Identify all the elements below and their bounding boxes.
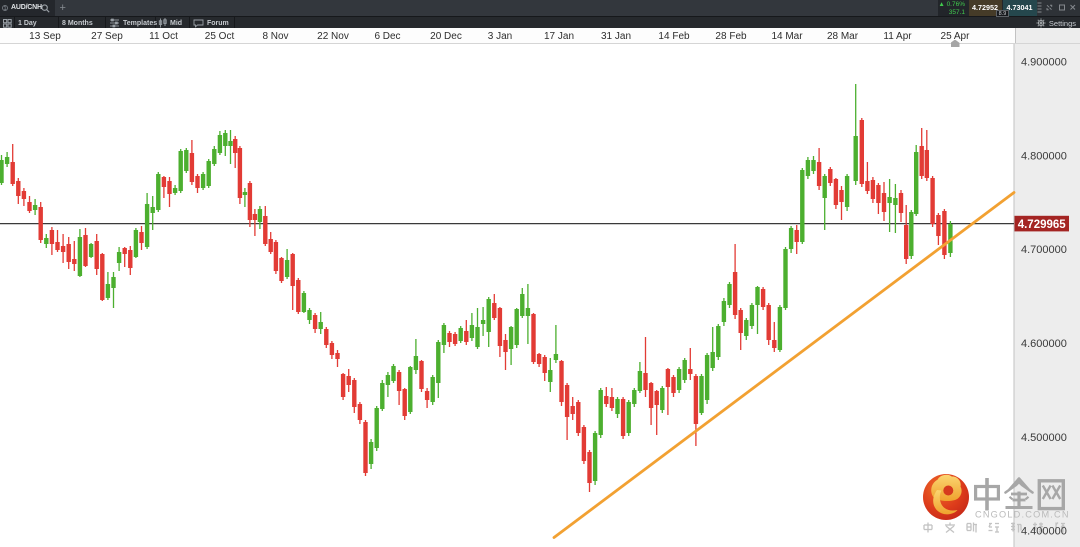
svg-text:4.729965: 4.729965 [1018, 219, 1067, 231]
svg-text:4.500000: 4.500000 [1021, 432, 1067, 444]
svg-text:4.900000: 4.900000 [1021, 57, 1067, 69]
svg-text:4.700000: 4.700000 [1021, 244, 1067, 256]
svg-text:4.800000: 4.800000 [1021, 150, 1067, 162]
svg-text:4.400000: 4.400000 [1021, 526, 1067, 538]
svg-text:CNGOLD.COM.CN: CNGOLD.COM.CN [975, 510, 1070, 520]
svg-text:4.600000: 4.600000 [1021, 338, 1067, 350]
